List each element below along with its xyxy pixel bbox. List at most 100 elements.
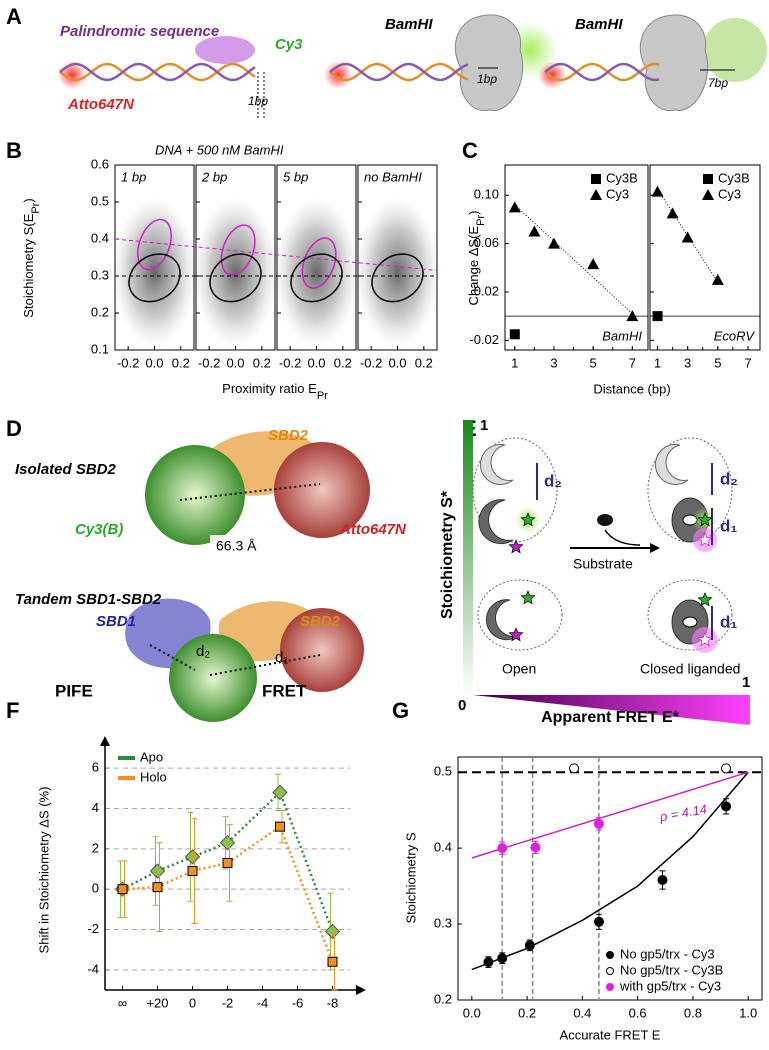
domain	[479, 443, 514, 485]
dye-star	[697, 532, 713, 547]
dna-strand	[329, 62, 469, 82]
label-part: Pr	[317, 390, 328, 402]
point	[149, 863, 166, 879]
legend-label: No gp5/trx - Cy3	[620, 946, 715, 961]
label: Closed liganded	[640, 661, 740, 677]
panel-d: Isolated SBD2 SBD2 Cy3(B) Atto647N 66.3 …	[15, 427, 407, 722]
x-tick-label: 0.2	[415, 355, 433, 370]
point	[587, 258, 600, 270]
label-part: )	[466, 211, 481, 215]
dye-star	[508, 539, 524, 554]
label: SBD1	[96, 613, 136, 630]
point	[711, 273, 724, 285]
axis-label: Apparent FRET E*	[541, 709, 680, 726]
point	[651, 185, 664, 197]
axis-arrow	[356, 985, 366, 995]
label: Tandem SBD1-SBD2	[15, 591, 162, 608]
panel-label: no BamHI	[364, 169, 422, 184]
density-cloud	[112, 197, 197, 348]
x-tick-label: ∞	[118, 995, 127, 1010]
substrate	[597, 514, 613, 526]
label: d₂	[720, 469, 738, 488]
legend-label: Holo	[140, 769, 167, 784]
axis-label: Proximity ratio EPr	[222, 381, 328, 401]
panel-label: 1 bp	[121, 169, 146, 184]
x-tick-label: -8	[327, 995, 339, 1010]
dye-star	[697, 512, 713, 527]
dye-sphere	[169, 634, 257, 722]
axis-label: Stoichiometry S	[403, 832, 418, 923]
x-tick-label: -6	[292, 995, 304, 1010]
point	[721, 801, 732, 812]
dye-star	[697, 592, 713, 607]
density-cloud	[355, 197, 440, 348]
y-tick-label: 6	[92, 760, 99, 775]
x-tick-label: 5	[714, 355, 721, 370]
x-tick-label: -4	[257, 995, 269, 1010]
protein	[454, 14, 524, 112]
y-tick-label: 0.02	[474, 283, 499, 298]
label-part: Proximity ratio E	[222, 381, 317, 396]
label-bg	[210, 535, 272, 557]
x-tick-label: 7	[629, 355, 636, 370]
y-tick-label: 0	[92, 881, 99, 896]
point	[721, 763, 732, 774]
label: Substrate	[573, 556, 633, 572]
label: PIFE	[55, 681, 93, 700]
y-tick-label: 0.5	[434, 764, 452, 779]
panel-label: C	[462, 138, 478, 163]
y-tick-label: 0.2	[91, 304, 109, 319]
distance	[179, 483, 321, 501]
label: SBD2	[268, 427, 309, 444]
y-tick-label: 0.6	[91, 156, 109, 171]
annotation: ρ = 4.14	[658, 801, 708, 824]
fit-line	[471, 771, 749, 971]
panel-label: 2 bp	[201, 169, 227, 184]
point	[117, 884, 128, 895]
label: d₁	[720, 516, 737, 535]
label: SBD2	[300, 613, 341, 630]
label: Palindromic sequence	[60, 23, 219, 40]
y-tick-label: -4	[87, 961, 99, 976]
axis-gradient	[473, 695, 750, 725]
legend-marker	[606, 983, 614, 991]
tick-label: 1	[480, 417, 488, 434]
dye-sphere	[274, 442, 370, 538]
point	[626, 310, 639, 322]
x-tick-label: +20	[146, 995, 168, 1010]
label: Cy3(B)	[75, 521, 123, 538]
label: Atto647N	[339, 521, 407, 538]
x-tick-label: 0.6	[629, 1005, 647, 1020]
label: Isolated SBD2	[15, 461, 117, 478]
x-tick-label: 1.0	[739, 1005, 757, 1020]
x-tick-label: 1	[654, 355, 661, 370]
domain	[478, 499, 514, 545]
label: Cy3	[275, 36, 303, 53]
dye-star	[520, 590, 536, 605]
panel-label: D	[6, 416, 22, 441]
label: d₁	[720, 612, 737, 631]
legend-label: Apo	[140, 749, 163, 764]
panel-label: BamHI	[602, 328, 642, 343]
dye-glow	[703, 18, 767, 82]
label-part: Stoichiometry S(E	[21, 213, 36, 317]
dye-star	[520, 512, 536, 527]
fit-line	[471, 771, 749, 859]
arrowhead	[650, 543, 660, 553]
legend-label: Cy3B	[606, 170, 638, 185]
label: BamHI	[575, 16, 623, 33]
x-tick-label: 0.2	[334, 355, 352, 370]
x-tick-label: -0.2	[198, 355, 220, 370]
legend-label: with gp5/trx - Cy3	[619, 978, 721, 993]
label: Atto647N	[67, 96, 135, 113]
axis-label: Stoichiometry S(EPr)	[21, 198, 41, 317]
x-tick-label: 5	[590, 355, 597, 370]
x-tick-label: -2	[222, 995, 234, 1010]
panel-a: Palindromic sequence Cy3 Atto647N 1bp Ba…	[58, 14, 767, 120]
y-tick-label: 0.4	[434, 840, 452, 855]
arrow	[604, 529, 641, 546]
point	[657, 875, 668, 886]
point	[593, 916, 604, 927]
chart-title: DNA + 500 nM BamHI	[155, 142, 284, 157]
x-tick-label: 0.0	[145, 355, 163, 370]
